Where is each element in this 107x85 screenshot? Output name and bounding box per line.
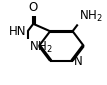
Text: N: N bbox=[74, 55, 83, 68]
Text: O: O bbox=[29, 1, 38, 14]
Text: HN: HN bbox=[9, 25, 26, 38]
Text: NH$_2$: NH$_2$ bbox=[29, 40, 53, 55]
Text: NH$_2$: NH$_2$ bbox=[79, 9, 103, 24]
